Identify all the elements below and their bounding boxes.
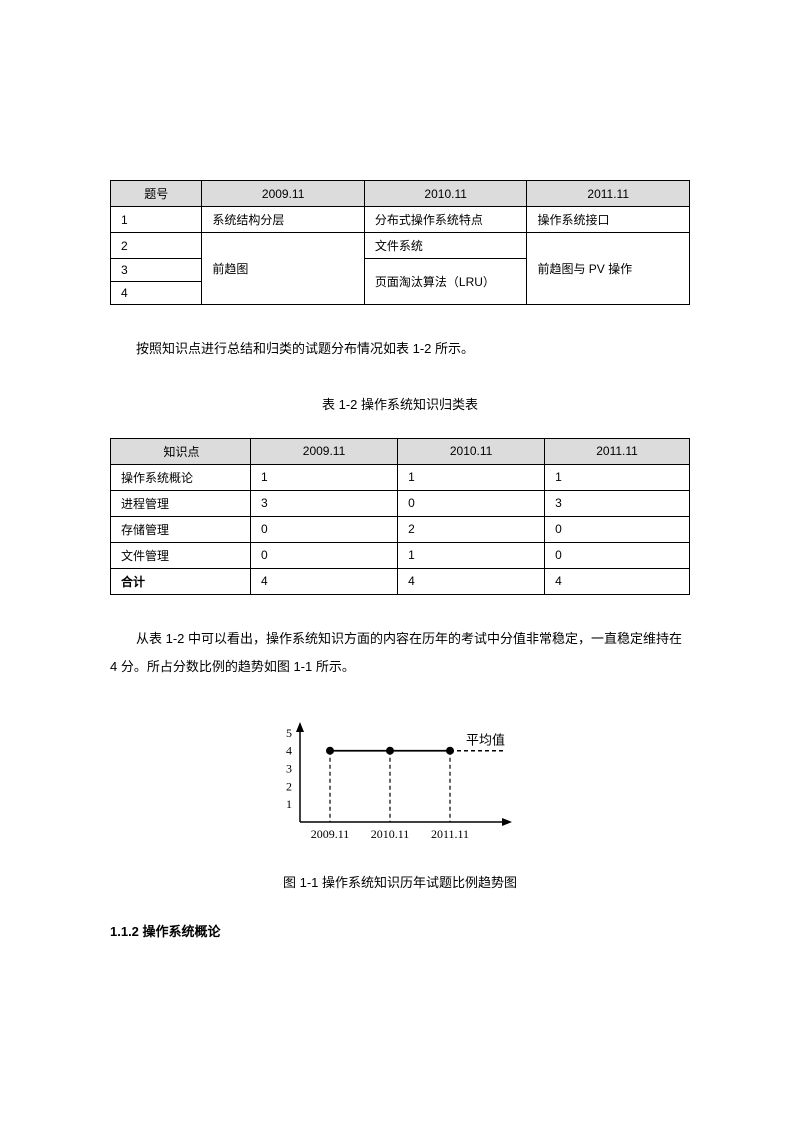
svg-text:2010.11: 2010.11 (371, 827, 410, 841)
svg-text:平均值: 平均值 (466, 733, 505, 748)
th-2011: 2011.11 (527, 181, 690, 207)
cell: 2 (398, 516, 545, 542)
cell-label: 文件管理 (111, 542, 251, 568)
table-questions: 题号 2009.11 2010.11 2011.11 1 系统结构分层 分布式操… (110, 180, 690, 305)
cell: 前趋图 (202, 233, 365, 305)
svg-text:5: 5 (286, 726, 292, 740)
cell: 1 (251, 464, 398, 490)
cell: 1 (398, 464, 545, 490)
table-knowledge: 知识点 2009.11 2010.11 2011.11 操作系统概论 1 1 1… (110, 438, 690, 595)
cell: 文件系统 (364, 233, 527, 259)
cell: 4 (545, 568, 690, 594)
svg-text:1: 1 (286, 797, 292, 811)
th-2009: 2009.11 (251, 438, 398, 464)
svg-text:2011.11: 2011.11 (431, 827, 469, 841)
cell-num: 4 (111, 282, 202, 305)
cell-label: 合计 (111, 568, 251, 594)
cell: 4 (251, 568, 398, 594)
table-row: 1 系统结构分层 分布式操作系统特点 操作系统接口 (111, 207, 690, 233)
cell-label: 存储管理 (111, 516, 251, 542)
table-caption: 表 1-2 操作系统知识归类表 (110, 394, 690, 413)
cell: 1 (398, 542, 545, 568)
chart-svg: 1 2 3 4 5 2009.11 2010.11 2011.11 平均值 (260, 712, 540, 852)
th-topic: 知识点 (111, 438, 251, 464)
cell: 前趋图与 PV 操作 (527, 233, 690, 305)
svg-text:2009.11: 2009.11 (311, 827, 350, 841)
cell: 系统结构分层 (202, 207, 365, 233)
trend-chart: 1 2 3 4 5 2009.11 2010.11 2011.11 平均值 (110, 712, 690, 852)
cell: 页面淘汰算法（LRU） (364, 259, 527, 305)
cell: 0 (545, 542, 690, 568)
cell: 1 (545, 464, 690, 490)
cell-label: 进程管理 (111, 490, 251, 516)
th-2009: 2009.11 (202, 181, 365, 207)
table-row: 文件管理 0 1 0 (111, 542, 690, 568)
table-row: 进程管理 3 0 3 (111, 490, 690, 516)
paragraph: 按照知识点进行总结和归类的试题分布情况如表 1-2 所示。 (110, 335, 690, 364)
cell: 操作系统接口 (527, 207, 690, 233)
cell: 0 (251, 542, 398, 568)
cell: 0 (545, 516, 690, 542)
cell: 分布式操作系统特点 (364, 207, 527, 233)
cell-num: 1 (111, 207, 202, 233)
table-row-total: 合计 4 4 4 (111, 568, 690, 594)
paragraph: 从表 1-2 中可以看出，操作系统知识方面的内容在历年的考试中分值非常稳定，一直… (110, 625, 690, 682)
cell-num: 3 (111, 259, 202, 282)
th-num: 题号 (111, 181, 202, 207)
cell: 3 (251, 490, 398, 516)
svg-text:4: 4 (286, 744, 292, 758)
th-2010: 2010.11 (364, 181, 527, 207)
table-row: 2 前趋图 文件系统 前趋图与 PV 操作 (111, 233, 690, 259)
svg-text:3: 3 (286, 761, 292, 775)
figure-caption: 图 1-1 操作系统知识历年试题比例趋势图 (110, 872, 690, 891)
cell: 0 (398, 490, 545, 516)
cell: 3 (545, 490, 690, 516)
table-row: 操作系统概论 1 1 1 (111, 464, 690, 490)
svg-text:2: 2 (286, 779, 292, 793)
cell: 4 (398, 568, 545, 594)
th-2010: 2010.11 (398, 438, 545, 464)
cell-num: 2 (111, 233, 202, 259)
section-heading: 1.1.2 操作系统概论 (110, 921, 690, 940)
cell-label: 操作系统概论 (111, 464, 251, 490)
cell: 0 (251, 516, 398, 542)
th-2011: 2011.11 (545, 438, 690, 464)
table-row: 存储管理 0 2 0 (111, 516, 690, 542)
